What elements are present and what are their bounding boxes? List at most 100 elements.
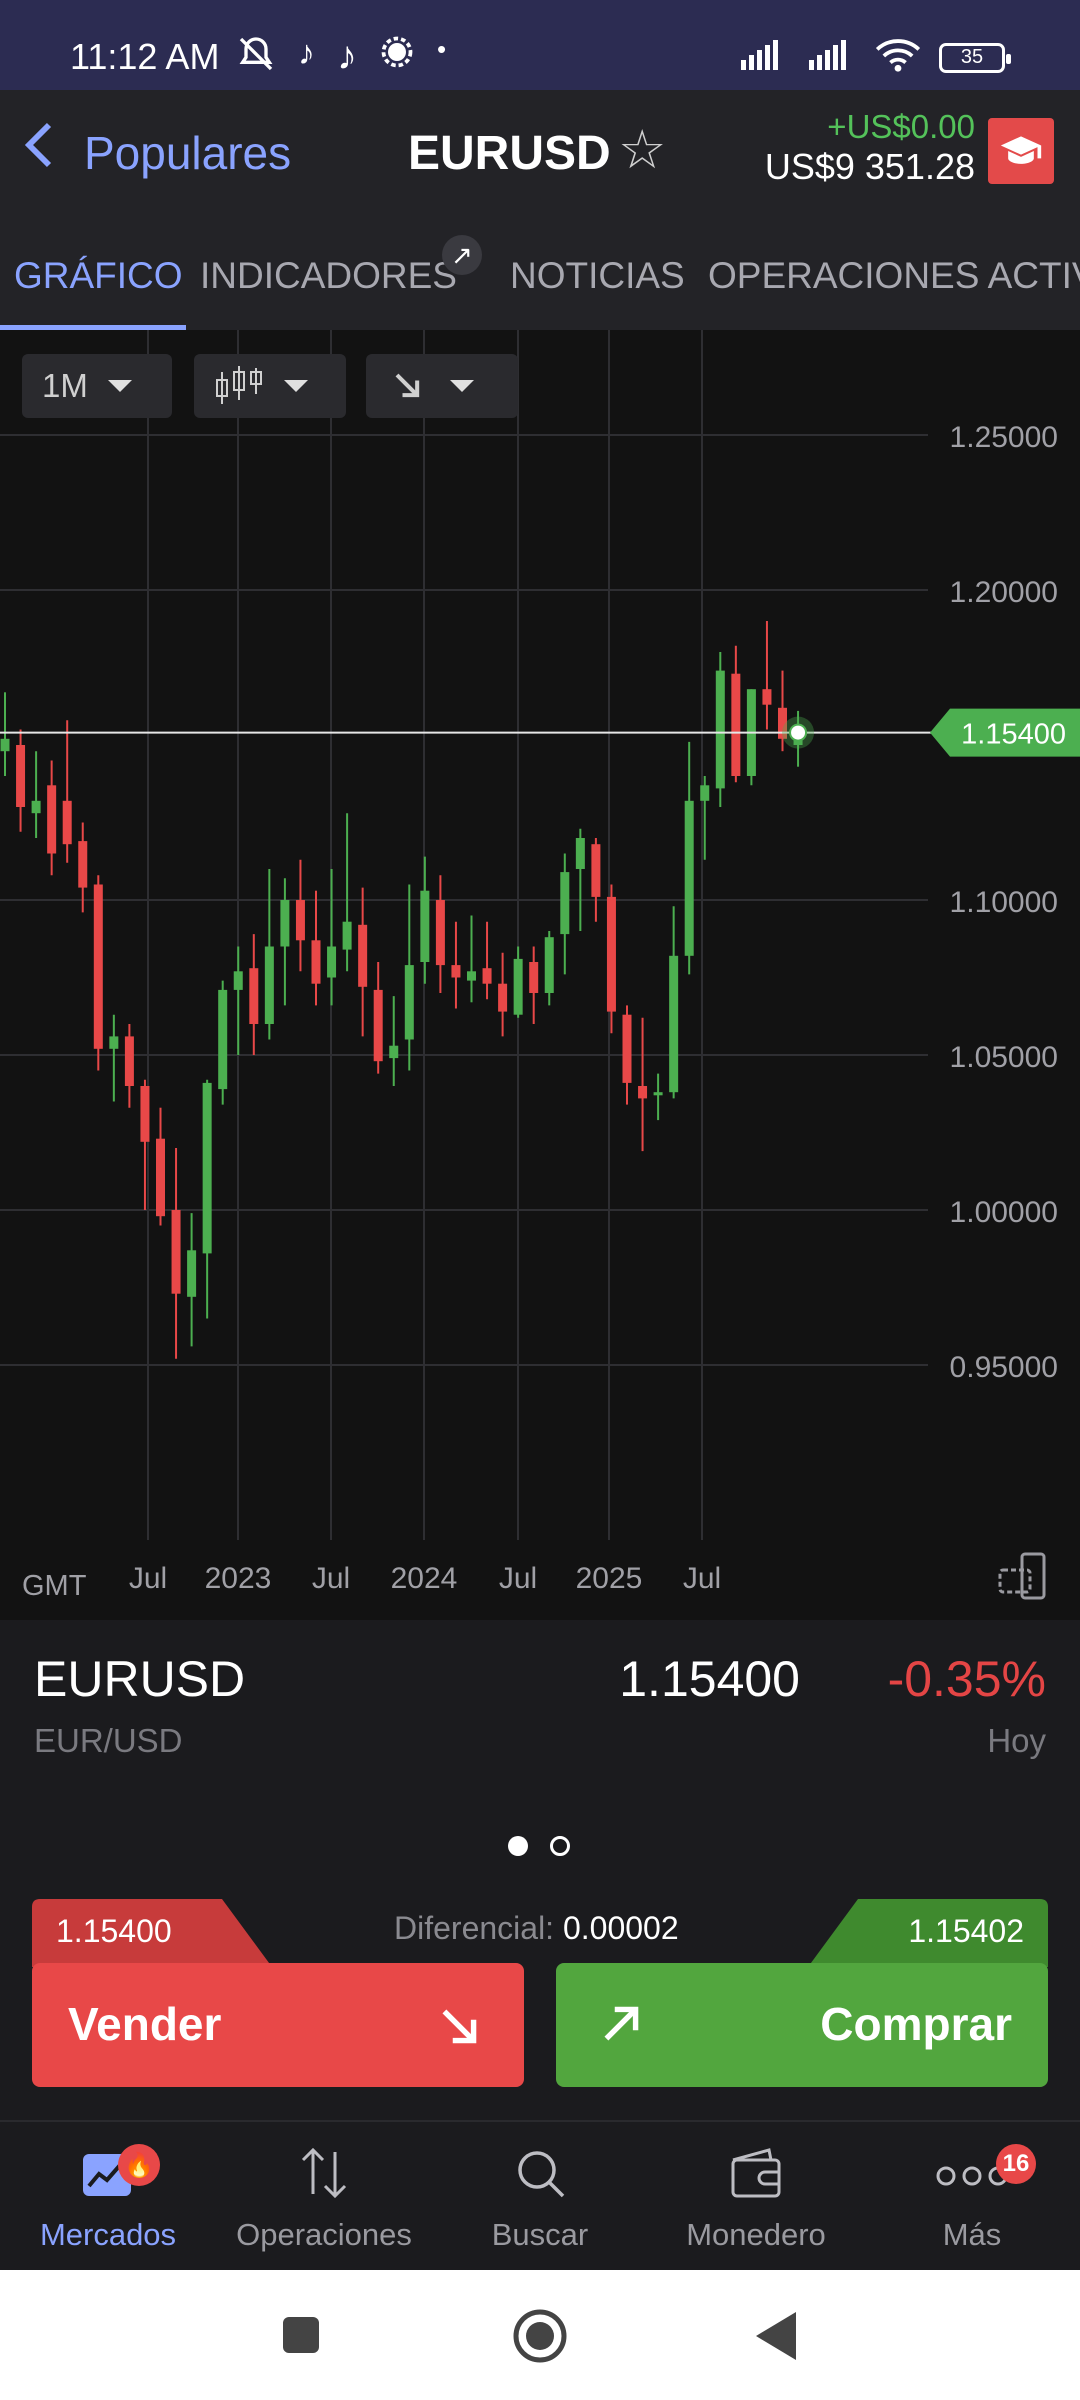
chevron-down-icon: [450, 380, 474, 392]
nav-monedero[interactable]: Monedero: [656, 2144, 856, 2253]
candle-body: [124, 1036, 134, 1086]
candle-body: [233, 971, 243, 990]
fire-icon: 🔥: [118, 2144, 160, 2186]
tiktok-icon: ♪: [298, 34, 315, 72]
nav-label: Monedero: [686, 2217, 826, 2252]
nav-mercados[interactable]: 🔥 Mercados: [8, 2144, 208, 2253]
drawing-tool-selector[interactable]: [366, 354, 518, 418]
x-tick-label: 2025: [576, 1562, 643, 1595]
nav-label: Más: [942, 2217, 1002, 2252]
account-balance[interactable]: US$9 351.28: [764, 146, 975, 187]
tab-noticias[interactable]: NOTICIAS: [510, 255, 685, 296]
current-price-label: 1.15400: [961, 719, 1066, 751]
candle-body: [295, 900, 305, 941]
profit-loss: +US$0.00: [827, 108, 975, 145]
nav-label: Mercados: [39, 2217, 177, 2252]
education-button[interactable]: [988, 118, 1054, 184]
candle-body: [591, 844, 601, 897]
candle-body: [31, 800, 41, 814]
candle-body: [731, 673, 741, 776]
candlestick-icon: [216, 366, 262, 404]
header: Populares EURUSD ☆ +US$0.00 US$9 351.28: [0, 90, 1080, 215]
candle-body: [467, 971, 476, 981]
y-tick-label: 1.10000: [950, 886, 1058, 919]
x-tick-label: 2024: [391, 1562, 458, 1595]
sell-button[interactable]: Vender: [32, 1963, 524, 2087]
trend-arrow-icon: [395, 373, 420, 398]
y-tick-label: 1.00000: [950, 1196, 1058, 1229]
candle-body: [575, 838, 585, 869]
quote-change: -0.35%: [887, 1651, 1046, 1707]
system-navigation-bar: [0, 2270, 1080, 2400]
page-indicator-active[interactable]: [508, 1836, 528, 1856]
candle-body: [404, 965, 414, 1040]
timeframe-selector[interactable]: 1M: [22, 354, 172, 418]
notification-badge: 16: [996, 2144, 1036, 2184]
bid-price-tab: [32, 1899, 272, 1967]
back-triangle-icon[interactable]: [752, 2310, 802, 2362]
buy-label: Comprar: [820, 1998, 1012, 2050]
price-chart[interactable]: 1.25000 1.20000 1.10000 1.05000 1.00000 0.950…: [0, 330, 1080, 1620]
nav-buscar[interactable]: Buscar: [440, 2144, 640, 2253]
ask-price-tab: [808, 1899, 1048, 1967]
candle-body: [280, 900, 290, 947]
status-bar: 11:12 AM ♪ ♪ • 35: [0, 0, 1080, 90]
candle-body: [435, 900, 445, 966]
active-tab-indicator: [0, 325, 186, 330]
candle-body: [187, 1250, 197, 1297]
nav-mas[interactable]: 16 Más: [872, 2144, 1072, 2253]
chart-type-selector[interactable]: [194, 354, 346, 418]
more-notifications-icon: •: [437, 34, 447, 64]
back-link[interactable]: Populares: [84, 127, 292, 179]
battery-icon: 35: [939, 42, 1011, 73]
nav-label: Operaciones: [236, 2217, 412, 2252]
quote-panel: EURUSD EUR/USD 1.15400 -0.35% Hoy 1.1540…: [0, 1620, 1080, 2120]
nav-operaciones[interactable]: Operaciones: [224, 2144, 424, 2253]
chart-layout-toggle-icon[interactable]: [996, 1552, 1058, 1607]
signal-app-icon: [379, 34, 415, 83]
candle-body: [109, 1036, 119, 1049]
spread-label: Diferencial:: [394, 1910, 555, 1946]
candle-body: [0, 738, 10, 752]
x-tick-label: Jul: [312, 1562, 350, 1595]
tab-grafico[interactable]: GRÁFICO: [14, 255, 183, 296]
candle-body: [47, 785, 57, 854]
x-tick-label: Jul: [499, 1562, 537, 1595]
current-price-tag: [930, 708, 1080, 757]
chart-area[interactable]: 1.25000 1.20000 1.10000 1.05000 1.00000 0.950…: [0, 330, 1080, 1620]
candle-body: [513, 958, 523, 1015]
candle-body: [560, 872, 570, 935]
cell-signal-icon: [807, 40, 857, 75]
favorite-star-icon[interactable]: ☆: [618, 120, 667, 180]
candle-body: [762, 689, 772, 705]
spread-value: 0.00002: [562, 1910, 679, 1946]
page-title: EURUSD: [408, 127, 611, 180]
candle-body: [171, 1210, 181, 1294]
y-tick-label: 1.05000: [950, 1041, 1058, 1074]
quote-pair: EUR/USD: [34, 1722, 183, 1759]
bottom-nav: 🔥 Mercados Operaciones Buscar Monedero 1…: [0, 2120, 1080, 2270]
current-price-dot: [789, 723, 808, 742]
recent-apps-icon[interactable]: [280, 2314, 322, 2356]
buy-button[interactable]: Comprar: [556, 1963, 1048, 2087]
arrow-down-right-icon: [442, 2009, 477, 2044]
candle-body: [482, 968, 492, 984]
candle-body: [778, 707, 787, 739]
bell-off-icon: [236, 34, 276, 83]
candle-body: [218, 989, 228, 1090]
home-icon[interactable]: [510, 2306, 570, 2366]
y-tick-label: 1.25000: [950, 421, 1058, 454]
spread-info: Diferencial: 0.00002: [394, 1910, 679, 1947]
tab-operaciones-activas[interactable]: OPERACIONES ACTIV: [708, 255, 1080, 296]
candle-body: [622, 1014, 632, 1083]
up-down-arrows-icon: [301, 2147, 347, 2199]
arrow-up-right-icon: [604, 2006, 639, 2041]
back-icon[interactable]: [22, 120, 56, 179]
candle-body: [529, 962, 539, 993]
candle-body: [358, 924, 368, 987]
candle-body: [342, 921, 352, 950]
page-indicator[interactable]: [550, 1836, 570, 1856]
tab-indicadores[interactable]: INDICADORES: [200, 255, 457, 296]
status-time: 11:12 AM: [70, 36, 220, 77]
candle-body: [62, 800, 72, 845]
